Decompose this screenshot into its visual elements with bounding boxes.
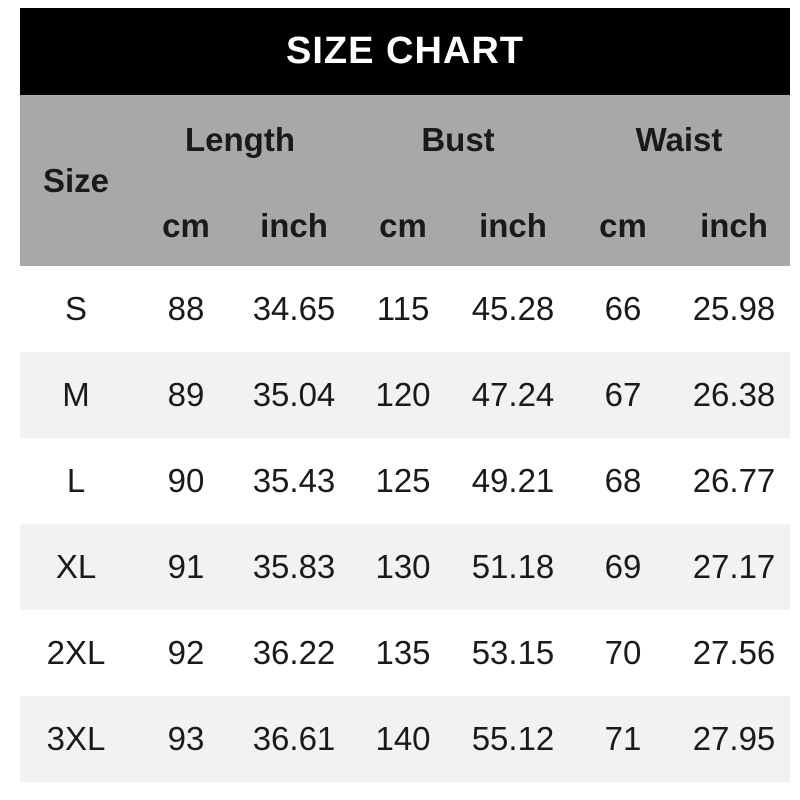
- value-cell: 120: [375, 376, 431, 413]
- value-cell: 55.12: [471, 720, 555, 757]
- table-row-2xl: 2XL 92 36.22 135 53.15 70 27.56: [20, 610, 790, 696]
- value-cell: 35.43: [252, 462, 336, 499]
- unit-header-inch: inch: [260, 206, 328, 244]
- value-cell: 35.04: [252, 376, 336, 413]
- title-bar: SIZE CHART: [20, 8, 790, 95]
- value-cell: 26.38: [692, 376, 776, 413]
- value-cell: 49.21: [471, 462, 555, 499]
- size-cell: M: [62, 376, 90, 413]
- value-cell: 69: [604, 548, 642, 585]
- value-cell: 67: [604, 376, 642, 413]
- value-cell: 93: [167, 720, 205, 757]
- value-cell: 89: [167, 376, 205, 413]
- size-chart-sheet: SIZE CHART Size Length Bust Waist cm inch…: [20, 8, 790, 782]
- value-cell: 36.22: [252, 634, 336, 671]
- value-cell: 130: [375, 548, 431, 585]
- size-cell: XL: [55, 548, 97, 585]
- value-cell: 115: [376, 290, 430, 327]
- value-cell: 70: [604, 634, 642, 671]
- value-cell: 91: [167, 548, 205, 585]
- value-cell: 36.61: [252, 720, 336, 757]
- value-cell: 140: [375, 720, 431, 757]
- unit-header-cm: cm: [379, 206, 427, 244]
- size-cell: 2XL: [46, 634, 106, 671]
- value-cell: 135: [375, 634, 431, 671]
- table-body: S 88 34.65 115 45.28 66 25.98 M 89 35.04 120 47.24 6…: [20, 266, 790, 782]
- value-cell: 27.56: [692, 634, 776, 671]
- value-cell: 92: [167, 634, 205, 671]
- page-title: SIZE CHART: [286, 30, 524, 72]
- value-cell: 45.28: [471, 290, 555, 327]
- value-cell: 27.17: [692, 548, 776, 585]
- value-cell: 125: [375, 462, 431, 499]
- value-cell: 25.98: [692, 290, 776, 327]
- unit-header-cm: cm: [599, 206, 647, 244]
- table-header: Size Length Bust Waist cm inch cm inch cm inc…: [20, 95, 790, 266]
- table-row-3xl: 3XL 93 36.61 140 55.12 71 27.95: [20, 696, 790, 782]
- value-cell: 88: [167, 290, 205, 327]
- table-row-l: L 90 35.43 125 49.21 68 26.77: [20, 438, 790, 524]
- length-group-header: Length: [185, 121, 295, 158]
- size-cell: 3XL: [46, 720, 106, 757]
- value-cell: 51.18: [471, 548, 555, 585]
- table-row-m: M 89 35.04 120 47.24 67 26.38: [20, 352, 790, 438]
- value-cell: 90: [167, 462, 205, 499]
- table-row-xl: XL 91 35.83 130 51.18 69 27.17: [20, 524, 790, 610]
- table-row-s: S 88 34.65 115 45.28 66 25.98: [20, 266, 790, 352]
- value-cell: 71: [604, 720, 642, 757]
- unit-header-cm: cm: [162, 206, 210, 244]
- value-cell: 26.77: [692, 462, 776, 499]
- value-cell: 34.65: [252, 290, 336, 327]
- value-cell: 47.24: [471, 376, 555, 413]
- size-column-header: Size: [42, 161, 110, 199]
- unit-header-inch: inch: [479, 206, 547, 244]
- size-cell: S: [64, 290, 87, 327]
- waist-group-header: Waist: [635, 121, 723, 158]
- value-cell: 68: [604, 462, 642, 499]
- size-cell: L: [66, 462, 86, 499]
- value-cell: 53.15: [471, 634, 555, 671]
- value-cell: 35.83: [252, 548, 336, 585]
- unit-header-inch: inch: [700, 206, 768, 244]
- bust-group-header: Bust: [421, 121, 495, 158]
- value-cell: 27.95: [692, 720, 776, 757]
- value-cell: 66: [604, 290, 642, 327]
